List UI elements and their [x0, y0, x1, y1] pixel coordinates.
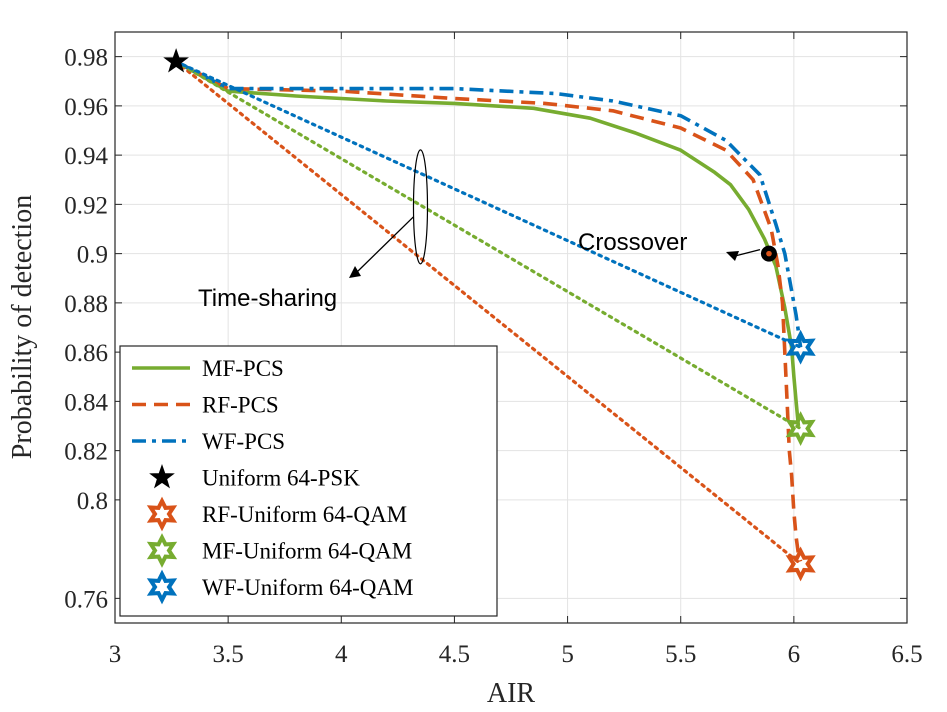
- y-tick-label: 0.96: [64, 94, 108, 121]
- legend-label-mf-uniform-64-qam: MF-Uniform 64-QAM: [202, 539, 412, 564]
- crossover-arrow-head: [726, 251, 739, 261]
- series-line-time-sharing-mf: [174, 59, 803, 431]
- y-tick-label: 0.94: [64, 143, 108, 170]
- crossover-arrow-line: [734, 248, 761, 257]
- legend-box: [119, 345, 498, 617]
- x-tick-label: 3.5: [213, 641, 244, 668]
- legend-marker-wf-uniform-64-qam: [146, 569, 178, 605]
- annotation-layer: Crossover Time-sharing: [198, 149, 777, 312]
- time-sharing-ellipse: [412, 149, 429, 265]
- marker-wf-uniform-64-qam: [785, 329, 816, 365]
- time-sharing-arrow-head: [349, 266, 361, 278]
- crossover-label: Crossover: [578, 229, 687, 256]
- x-tick-label: 6.5: [891, 641, 922, 668]
- marker-layer: [163, 48, 816, 582]
- x-tick-label: 3: [109, 641, 122, 668]
- legend-label-uniform-64-psk: Uniform 64-PSK: [202, 466, 360, 491]
- legend-marker-rf-uniform-64-qam: [146, 496, 178, 532]
- y-tick-label: 0.88: [64, 291, 108, 318]
- series-line-rf-pcs: [175, 60, 803, 562]
- y-tick-label: 0.82: [64, 439, 108, 466]
- marker-uniform-64-psk: [163, 48, 189, 73]
- y-tick-label: 0.9: [77, 242, 108, 269]
- marker-rf-uniform-64-qam: [785, 546, 816, 582]
- time-sharing-arrow-line: [356, 216, 414, 273]
- x-tick-label: 5: [561, 641, 574, 668]
- x-axis-label: AIR: [487, 678, 536, 709]
- x-tick-label: 5.5: [665, 641, 696, 668]
- y-axis-label: Probability of detection: [7, 195, 38, 459]
- y-tick-label: 0.8: [77, 488, 108, 515]
- axis-ticks: 3 3.5 4 4.5 5 5.5 6 6.5 0.76 0.8 0.82 0.84 0.86 0.88 0…: [64, 32, 923, 668]
- legend-label-rf-uniform-64-qam: RF-Uniform 64-QAM: [202, 502, 407, 527]
- plot-frame: [114, 31, 908, 624]
- legend-marker-mf-uniform-64-qam: [146, 533, 178, 568]
- time-sharing-label: Time-sharing: [198, 285, 337, 312]
- legend-label-wf-uniform-64-qam: WF-Uniform 64-QAM: [202, 575, 413, 600]
- y-tick-label: 0.86: [64, 340, 108, 367]
- legend: MF-PCS RF-PCS WF-PCS Uniform 64-PSK RF-Unifo…: [119, 345, 498, 617]
- y-tick-label: 0.76: [64, 586, 108, 613]
- legend-marker-uniform-64-psk: [149, 463, 175, 489]
- series-line-time-sharing-rf: [174, 59, 803, 566]
- crossover-dot-center: [766, 250, 772, 257]
- y-tick-label: 0.84: [64, 389, 108, 416]
- legend-label-wf-pcs: WF-PCS: [202, 429, 285, 454]
- series-line-time-sharing-wf: [174, 59, 803, 349]
- marker-mf-uniform-64-qam: [785, 411, 816, 446]
- legend-label-rf-pcs: RF-PCS: [202, 393, 279, 418]
- series-line-wf-pcs: [175, 60, 803, 348]
- y-tick-label: 0.92: [64, 192, 108, 219]
- legend-label-mf-pcs: MF-PCS: [202, 356, 284, 381]
- x-tick-label: 4: [335, 641, 348, 668]
- x-tick-label: 6: [788, 641, 801, 668]
- x-tick-label: 4.5: [439, 641, 470, 668]
- y-tick-label: 0.98: [64, 45, 108, 72]
